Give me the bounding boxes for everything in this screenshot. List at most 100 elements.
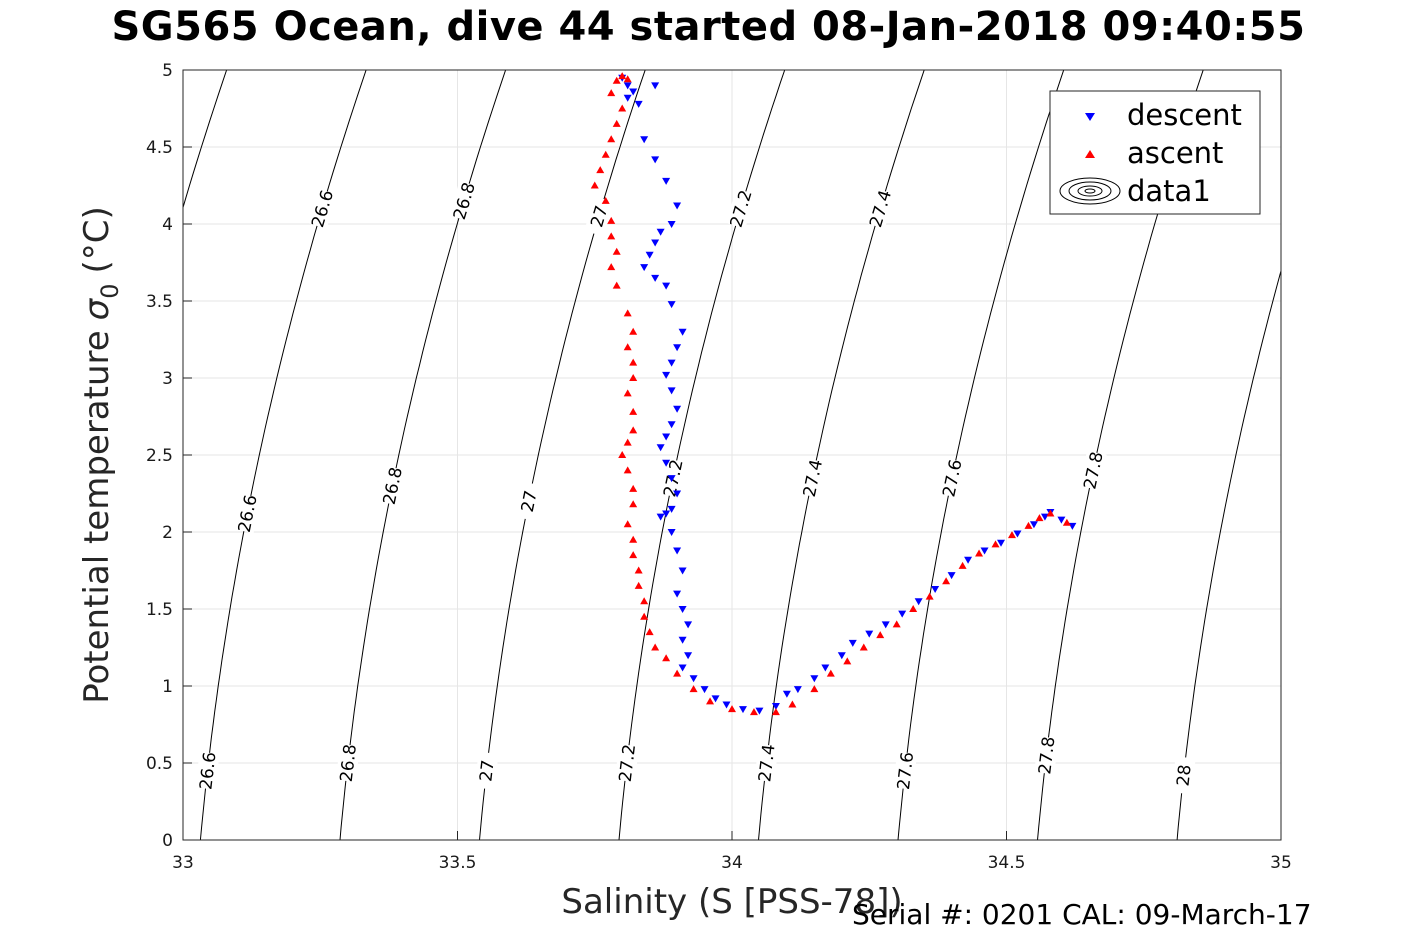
legend-descent-marker: [1085, 113, 1095, 121]
ascent-point: [623, 520, 632, 528]
descent-point: [1013, 530, 1022, 538]
ascent-point: [590, 181, 599, 189]
descent-point: [684, 621, 693, 629]
descent-point: [656, 228, 665, 236]
ascent-point: [629, 358, 638, 366]
descent-point: [651, 239, 660, 247]
x-axis-title: Salinity (S [PSS-78]): [561, 882, 902, 922]
ascent-point: [629, 484, 638, 492]
y-tick-label: 2.5: [146, 446, 173, 466]
contour-label-bg: [335, 743, 360, 783]
y-axis-subscript: 0: [96, 283, 124, 298]
ascent-point: [629, 551, 638, 559]
contour-label: 27.2: [616, 743, 640, 783]
chart-title: SG565 Ocean, dive 44 started 08-Jan-2018…: [111, 4, 1306, 50]
legend-ascent-label: ascent: [1127, 136, 1223, 170]
descent-point: [673, 202, 682, 210]
y-tick-label: 4: [162, 215, 173, 235]
y-axis-unit: (°C): [77, 206, 117, 273]
contour-label-bg: [449, 180, 479, 222]
ascent-point: [810, 685, 819, 693]
ascent-point: [1007, 531, 1016, 539]
contour-label: 26.8: [337, 743, 361, 783]
descent-point: [947, 572, 956, 580]
ascent-point: [596, 166, 605, 174]
contour-line: [0, 70, 87, 840]
contour-line: [479, 70, 646, 840]
ascent-point: [991, 540, 1000, 548]
descent-point: [640, 264, 649, 272]
ascent-point: [673, 669, 682, 677]
ascent-point: [623, 75, 632, 83]
ascent-point: [629, 535, 638, 543]
descent-point: [964, 556, 973, 564]
ascent-point: [1035, 514, 1044, 522]
ascent-point: [601, 196, 610, 204]
ascent-point: [843, 657, 852, 665]
x-tick-label: 34.5: [988, 853, 1026, 873]
descent-point: [667, 505, 676, 513]
descent-point: [711, 695, 720, 703]
descent-point: [662, 177, 671, 185]
contour-label-bg: [614, 743, 639, 783]
ascent-point: [876, 631, 885, 639]
descent-point: [673, 490, 682, 498]
contour-label: 27: [476, 759, 498, 783]
descent-point: [997, 539, 1006, 547]
descent-point: [656, 513, 665, 521]
ascent-point: [607, 232, 616, 240]
ascent-point: [859, 643, 868, 651]
legend: descent ascent data1: [1049, 90, 1261, 215]
legend-ascent-marker: [1085, 150, 1095, 158]
descent-point: [1068, 522, 1077, 530]
y-tick-label: 5: [162, 61, 173, 81]
serial-caption: Serial #: 0201 CAL: 09-March-17: [852, 898, 1312, 931]
descent-point: [662, 433, 671, 441]
x-tick-label: 33.5: [439, 853, 477, 873]
descent-point: [667, 421, 676, 429]
contour-label: 28: [1173, 764, 1195, 788]
contour-label-bg: [865, 188, 895, 229]
descent-point: [980, 547, 989, 555]
descent-point: [722, 701, 731, 709]
y-tick-label: 1: [162, 677, 173, 697]
series-descent: [618, 74, 1077, 715]
contour-label: 27.6: [894, 751, 918, 791]
density-contours: 26.626.626.626.826.826.827272727.227.227…: [0, 70, 1281, 840]
y-tick-label: 3: [162, 369, 173, 389]
ascent-point: [662, 654, 671, 662]
descent-point: [684, 652, 693, 660]
ascent-point: [640, 597, 649, 605]
contour-line: [183, 70, 228, 210]
descent-point: [821, 664, 830, 672]
ascent-point: [607, 135, 616, 143]
descent-point: [667, 221, 676, 228]
descent-point: [689, 675, 698, 683]
descent-point: [651, 82, 660, 90]
descent-point: [678, 567, 687, 575]
y-tick-label: 4.5: [146, 138, 173, 158]
ascent-point: [1046, 509, 1055, 517]
x-tick-label: 33: [172, 853, 194, 873]
y-axis-title-text: Potential temperature: [77, 330, 117, 703]
descent-point: [656, 444, 665, 452]
descent-point: [793, 686, 802, 694]
ascent-point: [601, 150, 610, 158]
ascent-point: [618, 451, 627, 458]
contour-line: [897, 70, 1065, 840]
ascent-point: [1024, 521, 1033, 529]
ascent-point: [612, 119, 621, 127]
contour-label-bg: [515, 481, 543, 521]
descent-point: [678, 606, 687, 613]
descent-point: [865, 630, 874, 638]
ascent-point: [634, 566, 643, 574]
descent-point: [662, 371, 671, 379]
ascent-point: [728, 705, 736, 713]
ascent-point: [942, 577, 951, 585]
descent-point: [678, 636, 687, 644]
ascent-point: [629, 407, 638, 415]
contour-label-bg: [307, 188, 337, 229]
ascent-point: [892, 620, 901, 628]
y-tick-label: 2: [162, 523, 173, 543]
ascent-point: [623, 343, 632, 351]
